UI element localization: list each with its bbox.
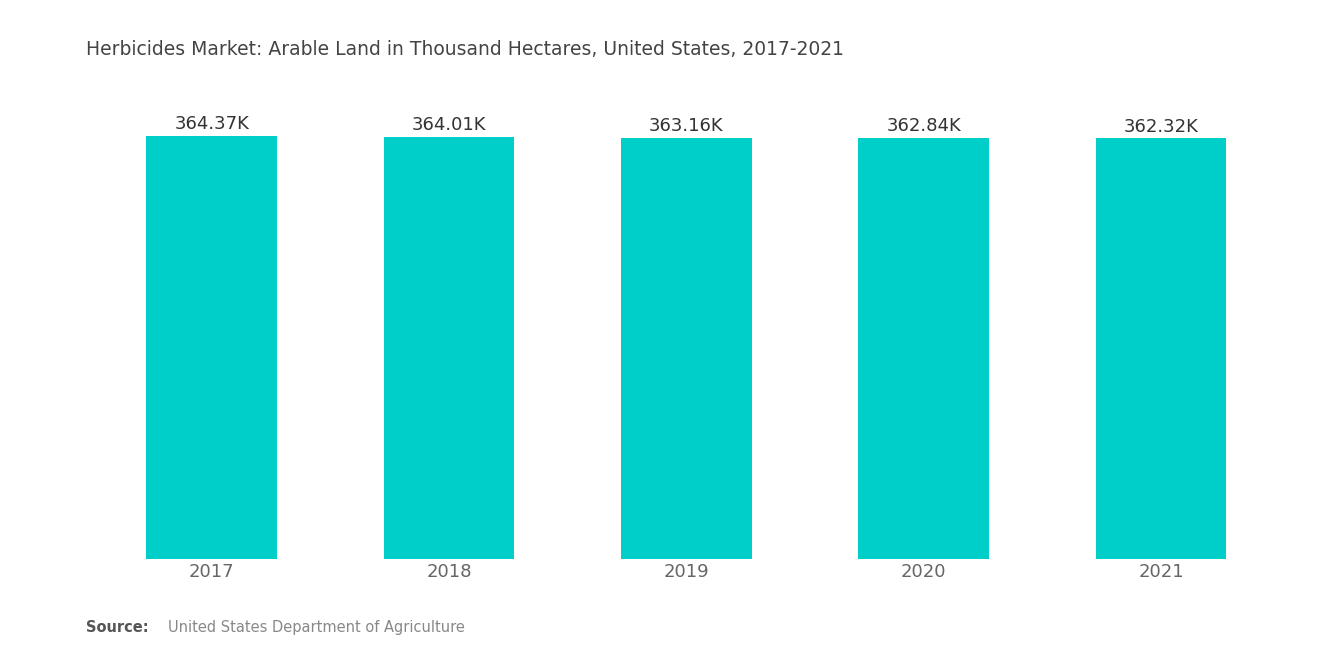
Text: United States Department of Agriculture: United States Department of Agriculture	[168, 620, 465, 635]
Text: Herbicides Market: Arable Land in Thousand Hectares, United States, 2017-2021: Herbicides Market: Arable Land in Thousa…	[86, 40, 843, 59]
Bar	[858, 138, 989, 559]
Text: 362.84K: 362.84K	[887, 117, 961, 135]
Text: Source:: Source:	[86, 620, 148, 635]
Text: 364.37K: 364.37K	[174, 115, 249, 133]
Bar	[622, 138, 751, 559]
Text: 364.01K: 364.01K	[412, 116, 486, 134]
Bar	[1096, 138, 1226, 559]
Text: 363.16K: 363.16K	[649, 116, 723, 134]
Bar	[147, 136, 277, 559]
Bar	[384, 136, 515, 559]
Text: 362.32K: 362.32K	[1123, 118, 1199, 136]
